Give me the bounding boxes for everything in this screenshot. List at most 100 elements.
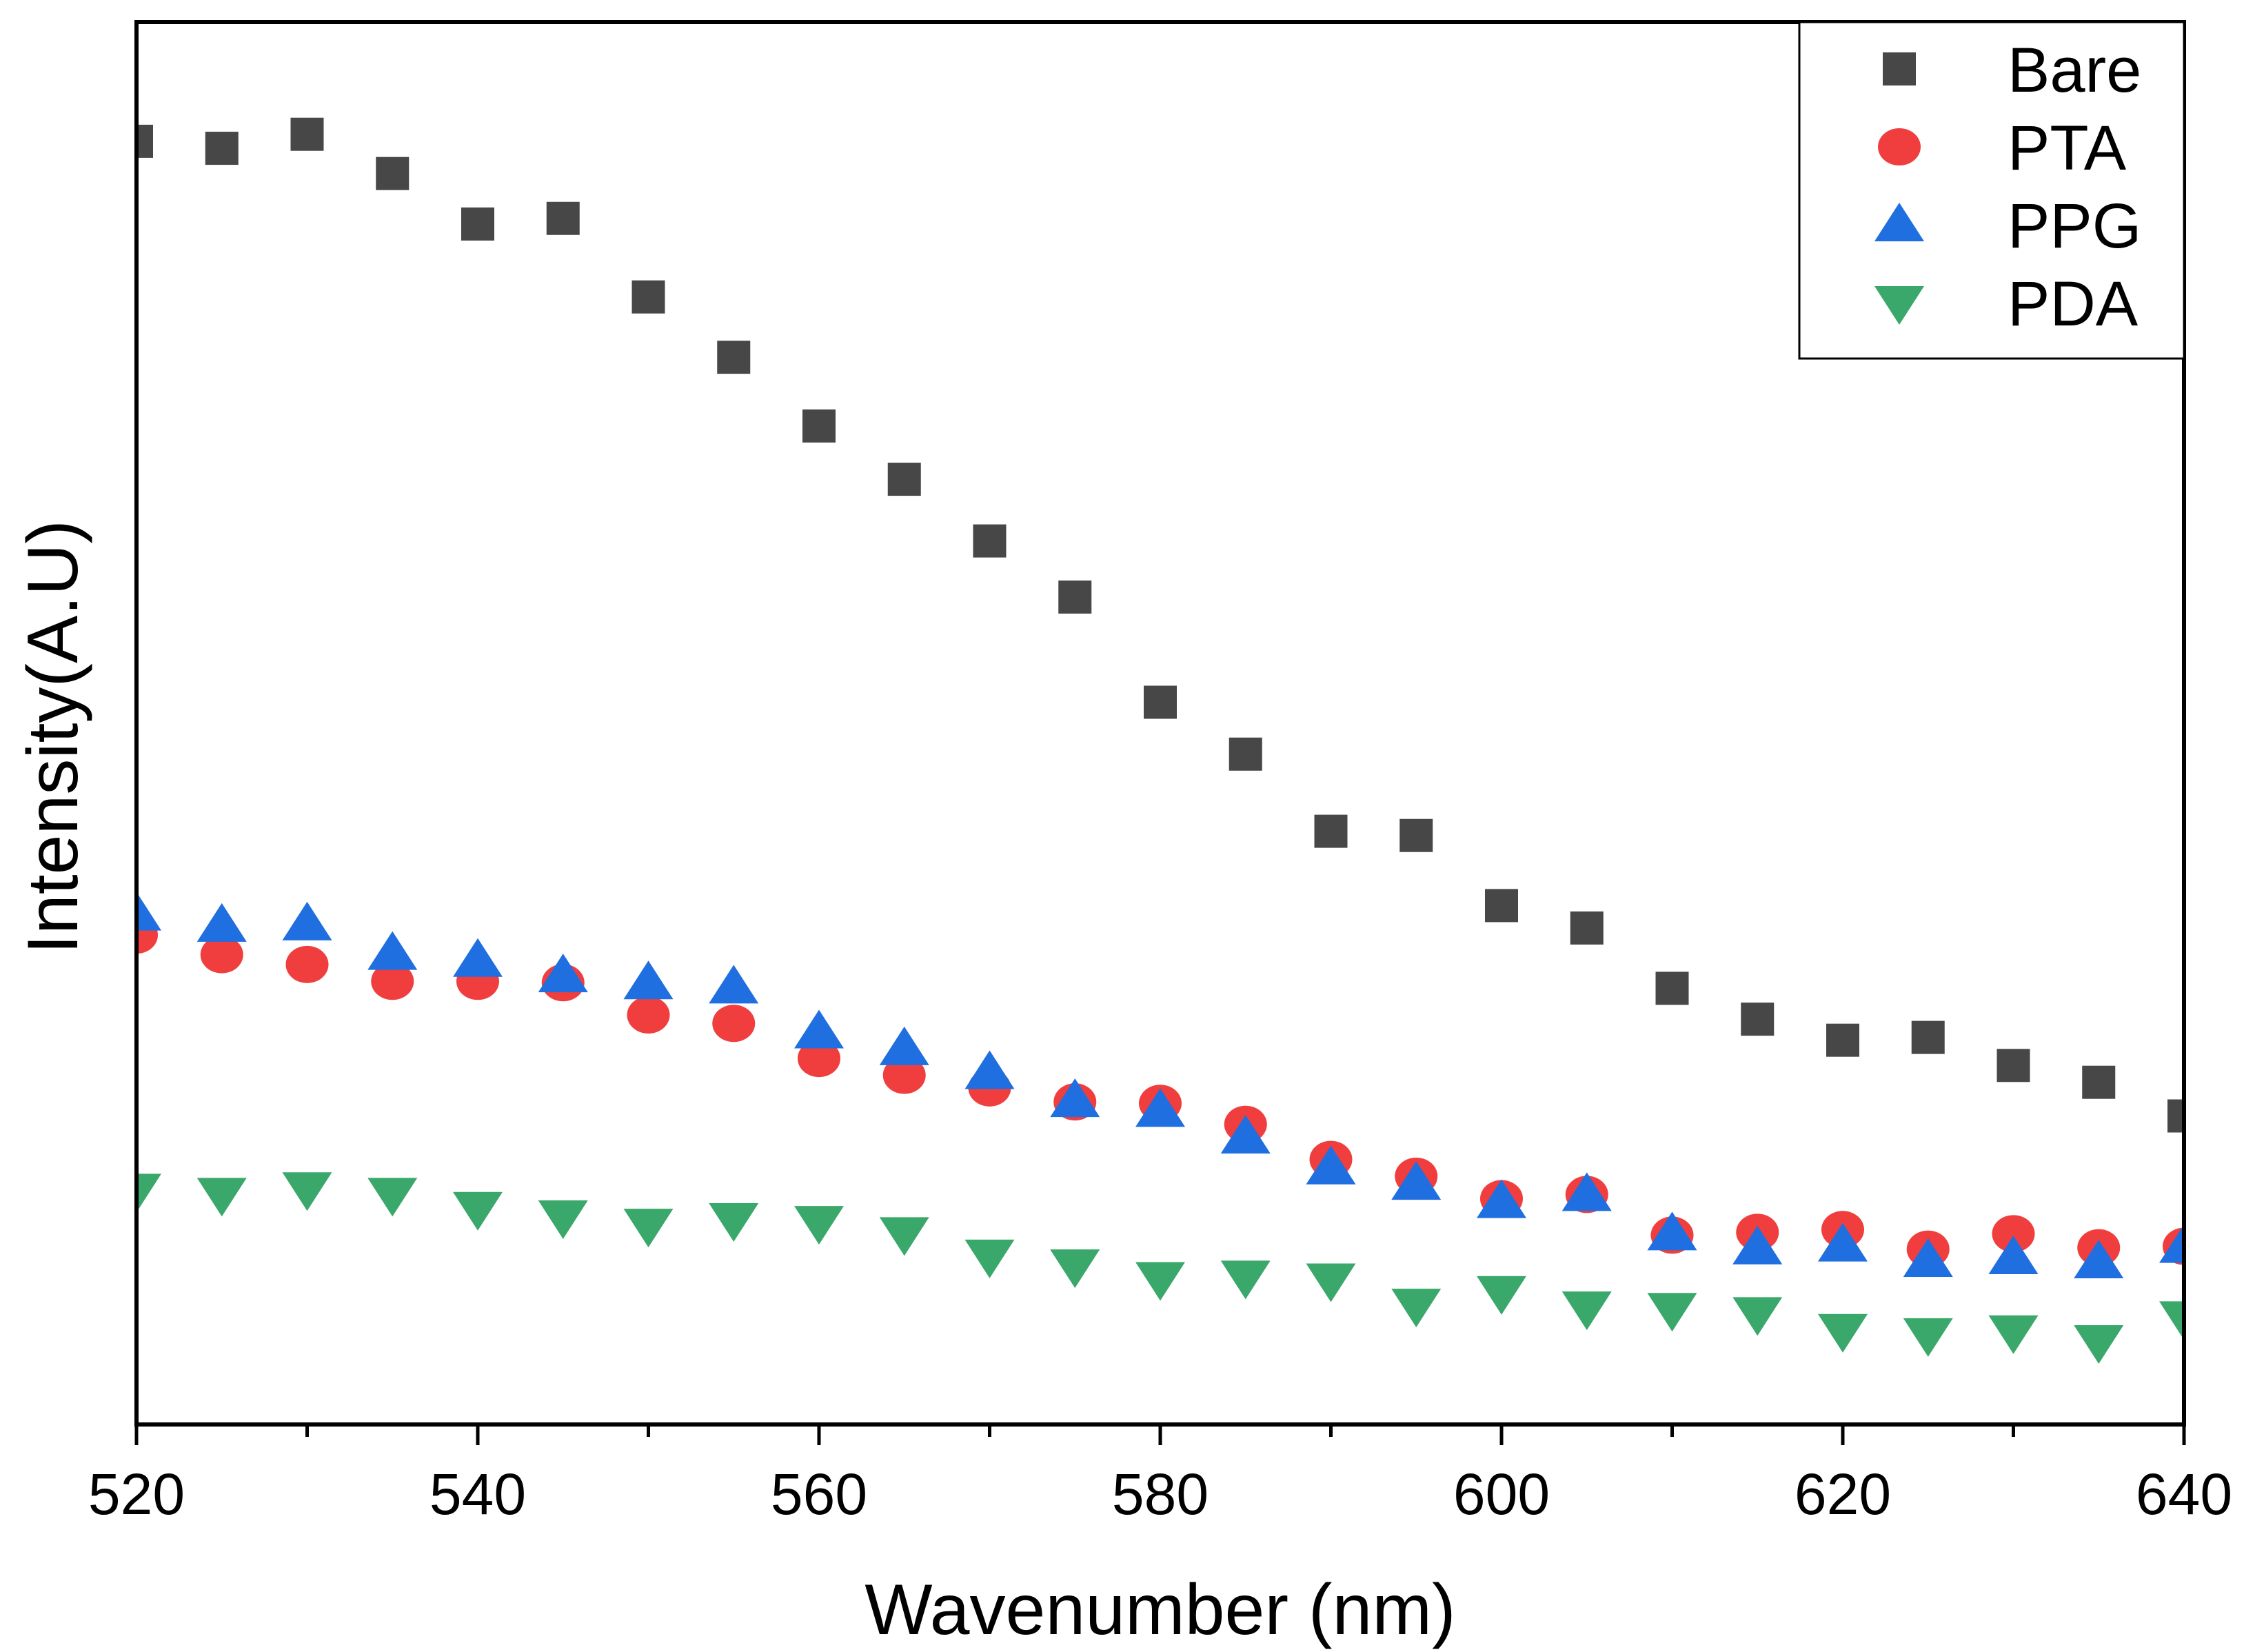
point-ppg-615 — [1732, 1225, 1783, 1265]
point-pda-570 — [964, 1239, 1015, 1278]
x-tick-label-520: 520 — [88, 1462, 185, 1527]
point-ppg-610 — [1647, 1211, 1697, 1251]
legend-entry-bare: Bare — [1883, 35, 2141, 105]
x-tick-label-560: 560 — [771, 1462, 867, 1527]
point-pta-550 — [627, 996, 670, 1034]
point-pda-580 — [1135, 1262, 1185, 1301]
y-axis-title: Intensity(A.U) — [13, 520, 93, 954]
point-pda-520 — [137, 1173, 161, 1213]
legend-entry-pta: PTA — [1878, 113, 2127, 183]
data-marks — [137, 117, 2184, 1364]
point-ppg-585 — [1220, 1115, 1271, 1154]
series-pda — [137, 1172, 2184, 1364]
point-pda-610 — [1647, 1293, 1697, 1332]
point-pda-620 — [1818, 1313, 1868, 1353]
point-pda-590 — [1306, 1263, 1356, 1302]
x-tick-label-580: 580 — [1112, 1462, 1209, 1527]
point-bare-520 — [137, 124, 153, 158]
point-bare-600 — [1485, 889, 1518, 923]
point-bare-565 — [887, 463, 921, 496]
point-ppg-625 — [1903, 1238, 1953, 1278]
legend-symbol-bare — [1883, 52, 1916, 85]
x-axis-title: Wavenumber (nm) — [865, 1570, 1455, 1650]
point-pda-630 — [1988, 1315, 2039, 1354]
legend-marker-pta — [1878, 128, 1921, 165]
point-bare-560 — [802, 409, 836, 443]
point-ppg-640 — [2159, 1224, 2184, 1263]
point-bare-555 — [717, 341, 751, 374]
point-pta-530 — [285, 945, 329, 983]
point-pda-530 — [282, 1172, 332, 1211]
legend-marker-pda — [1874, 286, 1924, 325]
point-pda-575 — [1050, 1249, 1100, 1289]
legend-marker-bare — [1883, 52, 1916, 85]
point-bare-535 — [376, 157, 410, 190]
point-ppg-575 — [1050, 1078, 1100, 1118]
point-pda-625 — [1903, 1318, 1953, 1357]
point-ppg-620 — [1818, 1222, 1868, 1262]
point-bare-620 — [1826, 1023, 1859, 1057]
point-ppg-555 — [709, 965, 759, 1004]
point-ppg-550 — [623, 960, 674, 1000]
point-pda-550 — [623, 1209, 674, 1248]
point-pda-585 — [1220, 1260, 1271, 1300]
point-ppg-525 — [196, 903, 247, 942]
point-ppg-565 — [879, 1026, 929, 1065]
legend-label-ppg: PPG — [2008, 191, 2141, 261]
legend-entry-ppg: PPG — [1874, 191, 2141, 261]
point-ppg-630 — [1988, 1235, 2039, 1274]
point-ppg-605 — [1561, 1172, 1612, 1211]
point-bare-550 — [631, 280, 665, 314]
point-ppg-600 — [1477, 1179, 1526, 1218]
point-ppg-530 — [282, 901, 332, 940]
point-pta-525 — [200, 936, 243, 974]
legend-symbol-pda — [1874, 286, 1924, 325]
point-bare-630 — [1997, 1049, 2030, 1082]
point-pda-555 — [709, 1203, 759, 1242]
point-bare-610 — [1655, 971, 1689, 1005]
legend-label-bare: Bare — [2008, 35, 2141, 105]
series-ppg — [137, 892, 2184, 1279]
legend: Bare PTA PPG PDA — [1798, 21, 2185, 360]
point-pta-555 — [712, 1005, 756, 1042]
x-axis-ticks: 520 540 560 580 600 620 640 — [88, 1424, 2232, 1527]
x-tick-label-620: 620 — [1795, 1462, 1891, 1527]
point-pda-540 — [453, 1191, 503, 1231]
point-ppg-590 — [1306, 1145, 1356, 1185]
point-bare-615 — [1741, 1003, 1775, 1036]
point-bare-625 — [1911, 1020, 1945, 1054]
legend-label-pta: PTA — [2008, 113, 2127, 183]
point-bare-585 — [1229, 737, 1262, 771]
legend-marker-ppg — [1874, 203, 1924, 241]
point-ppg-560 — [794, 1009, 844, 1049]
point-pda-560 — [794, 1206, 844, 1245]
point-pda-525 — [196, 1178, 247, 1217]
point-ppg-595 — [1391, 1161, 1442, 1200]
point-bare-640 — [2167, 1099, 2184, 1133]
point-pta-565 — [882, 1056, 926, 1094]
point-ppg-540 — [453, 938, 503, 977]
point-bare-635 — [2082, 1065, 2116, 1099]
point-bare-530 — [290, 117, 324, 151]
point-pda-535 — [367, 1178, 418, 1217]
point-pta-560 — [798, 1040, 840, 1078]
point-ppg-580 — [1135, 1088, 1185, 1127]
point-bare-595 — [1399, 818, 1433, 852]
point-pda-545 — [538, 1200, 588, 1239]
point-pta-535 — [371, 963, 414, 1000]
point-bare-525 — [205, 132, 239, 165]
point-ppg-520 — [137, 892, 161, 931]
series-bare — [137, 117, 2184, 1133]
point-pda-605 — [1561, 1291, 1612, 1331]
point-ppg-570 — [964, 1050, 1015, 1089]
point-pta-630 — [1992, 1215, 2035, 1253]
legend-label-pda: PDA — [2008, 269, 2139, 339]
point-bare-570 — [973, 524, 1007, 558]
point-ppg-545 — [538, 954, 588, 993]
point-pda-595 — [1391, 1289, 1442, 1328]
point-bare-545 — [546, 201, 580, 235]
point-pda-565 — [879, 1217, 929, 1256]
point-pda-615 — [1732, 1297, 1783, 1336]
point-pda-600 — [1477, 1276, 1526, 1315]
